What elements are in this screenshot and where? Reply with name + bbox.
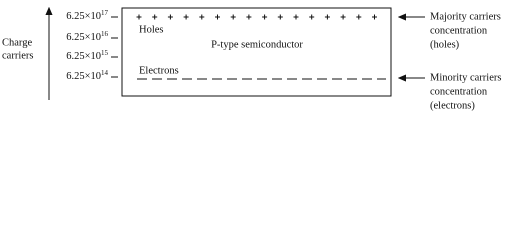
plus-sign [152, 14, 158, 20]
level-label: 6.25×1015 [66, 49, 108, 63]
annotation: Majority carriers [430, 11, 501, 22]
annotation: concentration [430, 25, 488, 36]
plus-sign [183, 14, 189, 20]
annotation: (electrons) [430, 100, 475, 111]
annotation: (holes) [430, 39, 460, 50]
annotation: Minority carriers [430, 72, 501, 83]
axis-label: carriers [2, 50, 33, 61]
plus-sign [356, 14, 362, 20]
hole-markers [136, 14, 377, 20]
annotation: concentration [430, 86, 488, 97]
plus-sign [309, 14, 315, 20]
plus-sign [230, 14, 236, 20]
plus-sign [136, 14, 142, 20]
plus-sign [277, 14, 283, 20]
semiconductor-box [121, 7, 392, 97]
plus-sign [262, 14, 268, 20]
electrons-label: Electrons [139, 65, 179, 76]
plus-sign [293, 14, 299, 20]
plus-sign [324, 14, 330, 20]
level-label: 6.25×1017 [66, 9, 108, 23]
levels: 6.25×1017 6.25×1016 6.25×1015 6.25×1014 [66, 9, 118, 83]
box-title: P-type semiconductor [211, 39, 303, 50]
diagram: Charge carriers 6.25×1017 6.25×1016 6.25… [2, 0, 501, 111]
level-label: 6.25×1016 [66, 30, 108, 44]
plus-sign [372, 14, 377, 20]
holes-label: Holes [139, 24, 164, 35]
plus-sign [340, 14, 346, 20]
plus-sign [167, 14, 173, 20]
plus-sign [215, 14, 220, 20]
level-label: 6.25×1014 [66, 69, 108, 83]
axis-label: Charge [2, 37, 32, 48]
plus-sign [246, 14, 252, 20]
plus-sign [199, 14, 205, 20]
